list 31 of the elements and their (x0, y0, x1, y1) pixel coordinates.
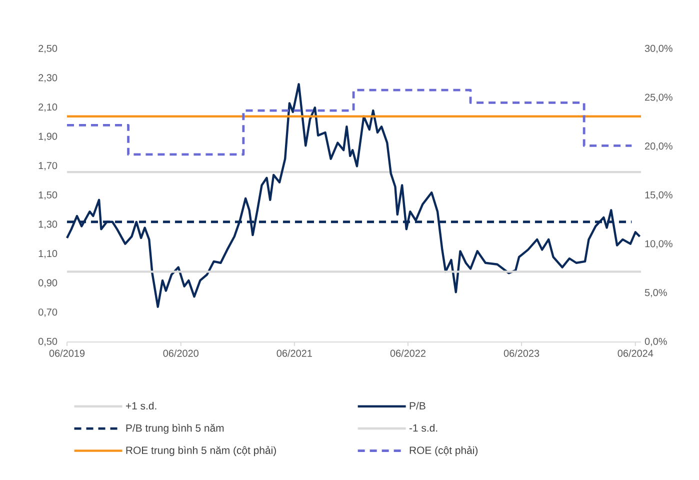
line-series (66, 83, 641, 308)
legend-label: +1 s.d. (126, 402, 156, 410)
y-tick-label: 1,70 (38, 162, 58, 170)
x-tick-label: 06/2023 (504, 350, 540, 357)
y-tick-label: 2,30 (38, 74, 58, 82)
y-tick-label: 0,90 (38, 279, 58, 288)
y-tick-label: 1,50 (38, 191, 58, 200)
y2-tick-label: 0,0% (644, 338, 667, 346)
x-tick-label: 06/2020 (163, 350, 198, 357)
legend-label: P/B (410, 402, 426, 410)
y-tick-label: 2,10 (38, 103, 58, 112)
x-tick-label: 06/2021 (276, 350, 312, 357)
y2-tick-label: 15,0% (645, 191, 672, 200)
x-tick-label: 06/2024 (618, 350, 654, 357)
x-tick-label: 06/2022 (390, 350, 426, 357)
legend-label: ROE (cột phải) (410, 446, 478, 456)
x-tick-label: 06/2019 (49, 350, 85, 357)
y2-tick-label: 5,0% (644, 289, 667, 298)
y-tick-label: 0,70 (38, 308, 58, 317)
y-tick-label: 1,10 (38, 250, 58, 258)
y-tick-label: 1,30 (38, 220, 58, 229)
y-tick-label: 1,90 (38, 132, 58, 142)
y2-tick-label: 30,0% (644, 44, 672, 54)
legend-label: P/B trung bình 5 năm (126, 424, 224, 434)
y-tick-label: 2,50 (38, 44, 58, 54)
y2-tick-label: 20,0% (645, 142, 672, 151)
y2-tick-label: 10,0% (645, 240, 672, 248)
legend-label: ROE trung bình 5 năm (cột phải) (126, 446, 276, 456)
legend-label: -1 s.d. (409, 424, 438, 432)
y2-tick-label: 25,0% (645, 94, 672, 102)
y-tick-label: 0,50 (38, 338, 58, 346)
